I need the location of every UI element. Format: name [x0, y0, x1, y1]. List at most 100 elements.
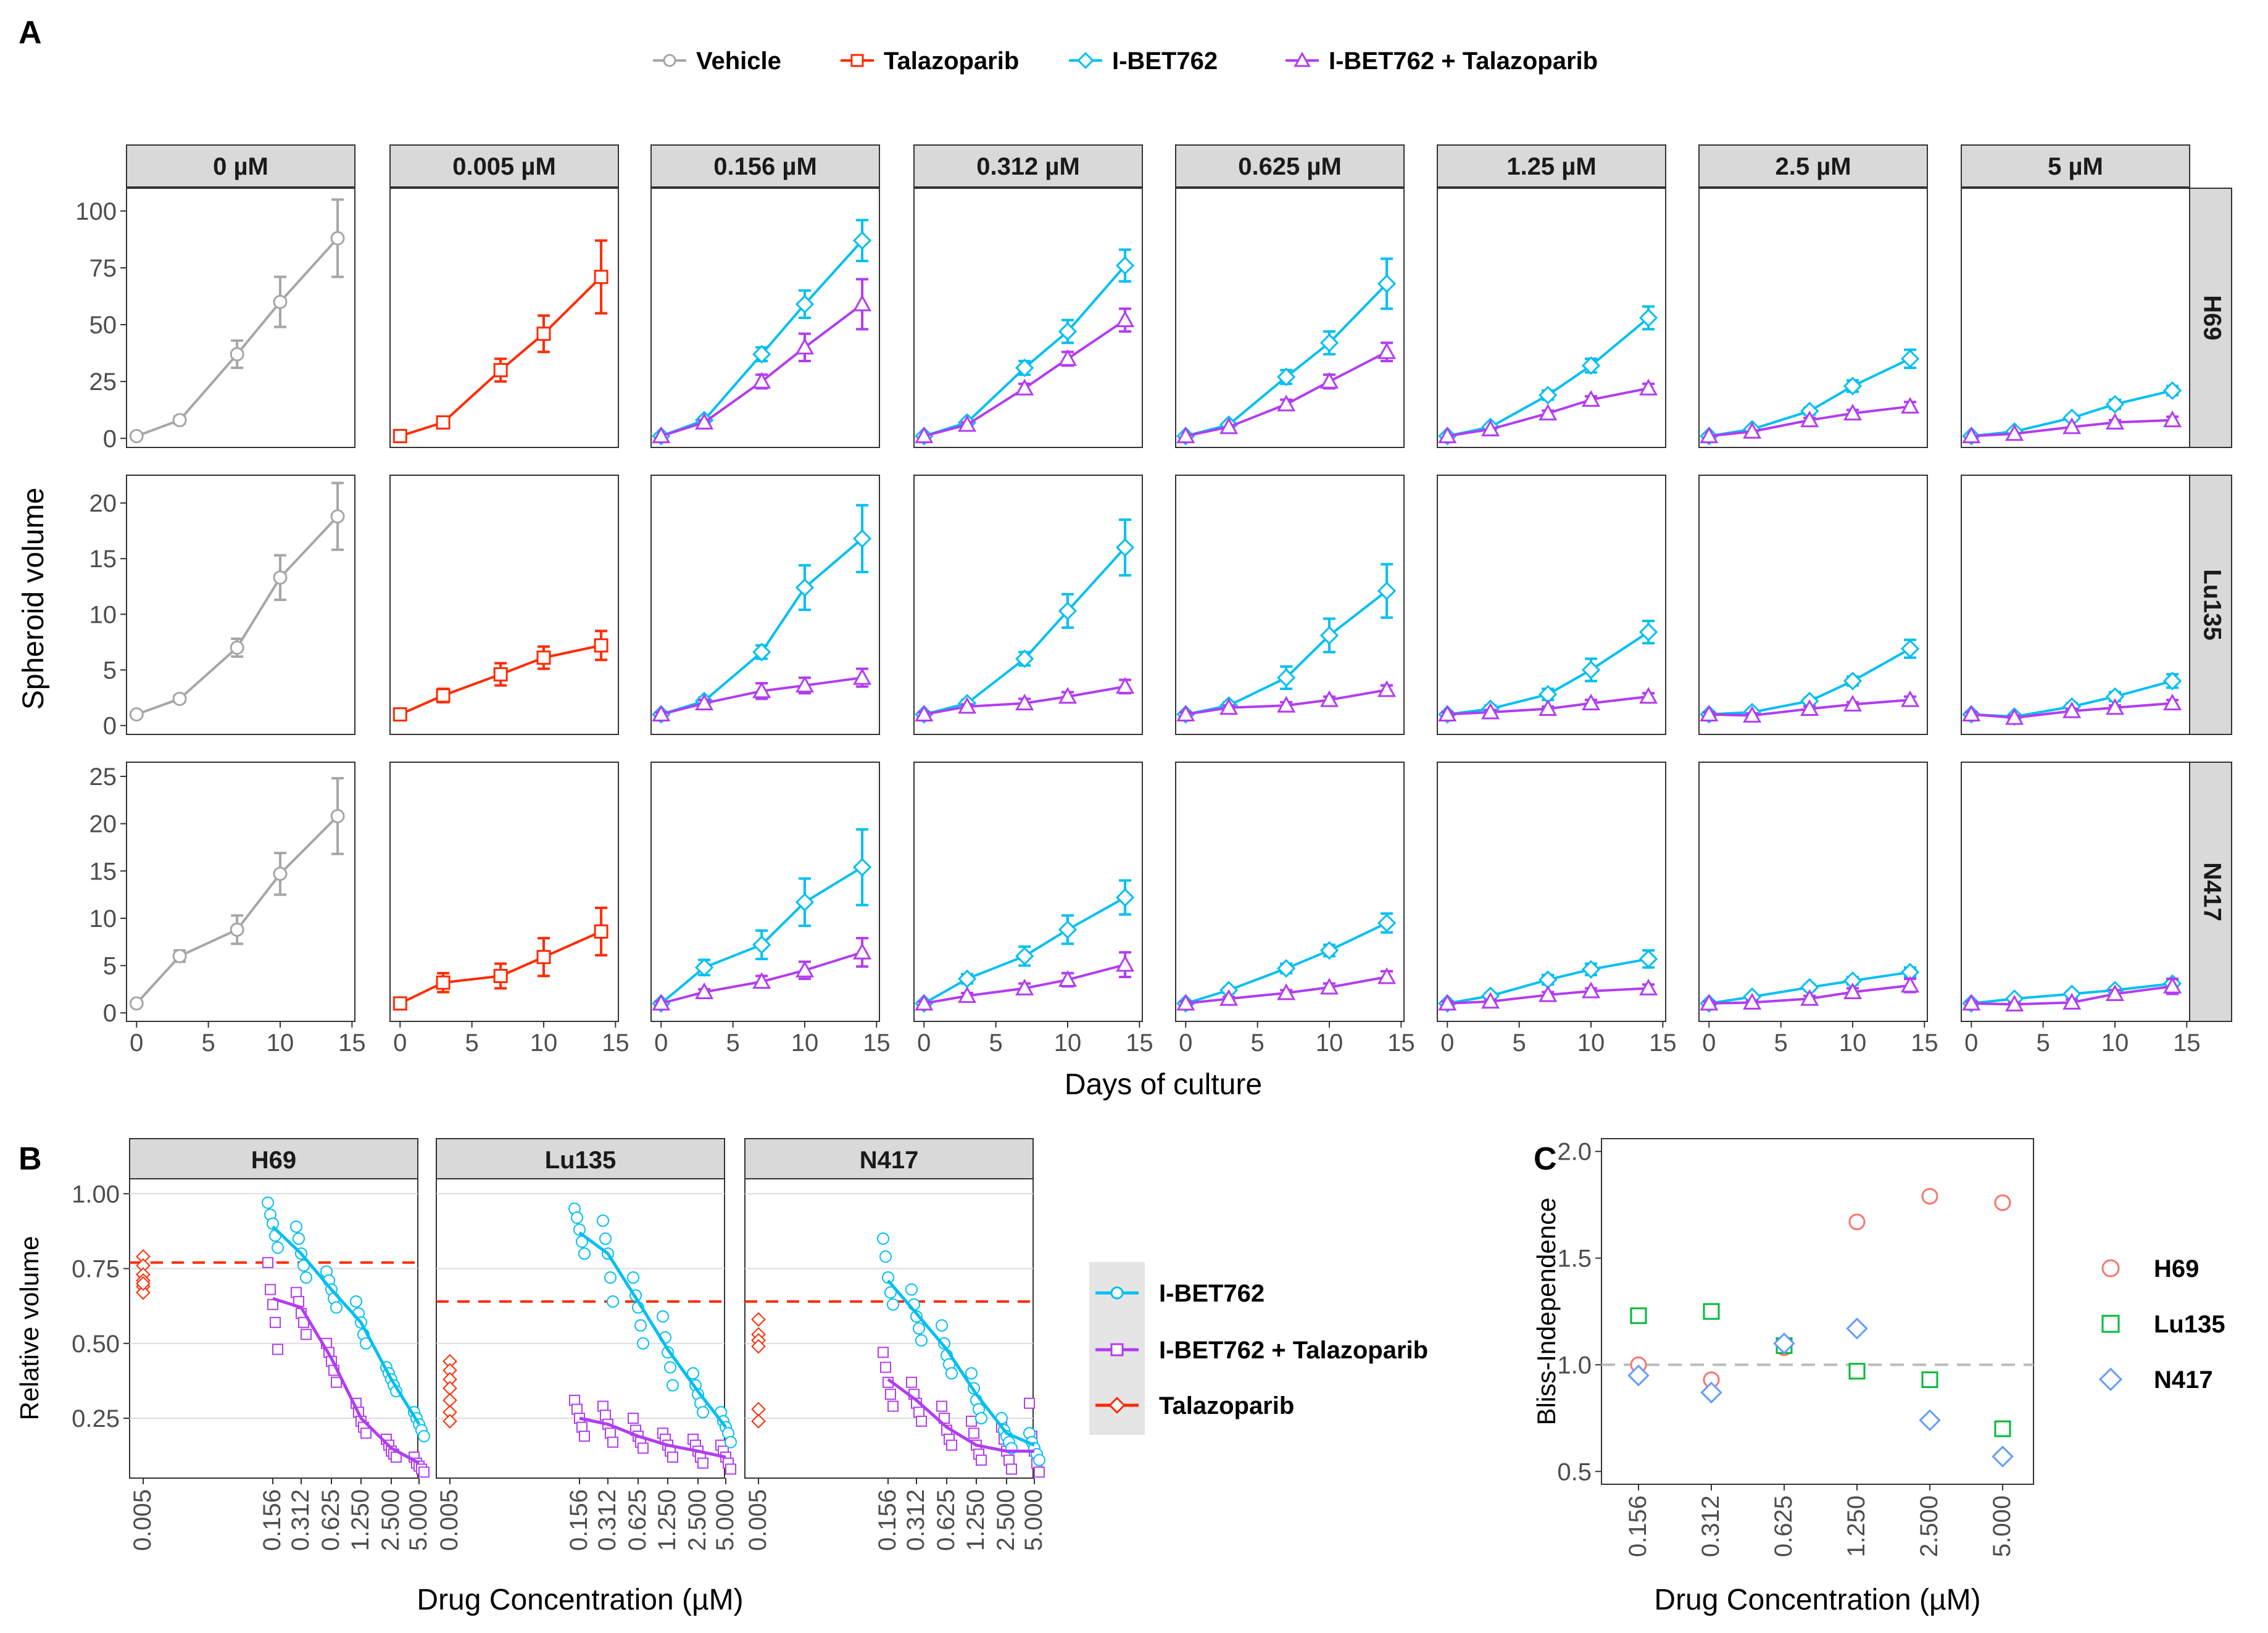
ibet-point	[293, 1232, 305, 1245]
ibet-point	[607, 1295, 619, 1308]
y-tick-label: 1.5	[1557, 1245, 1592, 1273]
x-tick-label: 5.000	[712, 1489, 739, 1551]
panel-border	[913, 762, 1143, 1022]
data-point	[1319, 333, 1339, 352]
combo-trend-line	[272, 1297, 420, 1465]
ibet-point	[657, 1310, 669, 1323]
data-point	[2062, 992, 2082, 1010]
data-point	[795, 960, 815, 978]
talazoparib-point	[442, 1414, 457, 1429]
data-point	[1900, 349, 1920, 368]
data-point	[1219, 417, 1239, 434]
bliss-point	[1627, 1364, 1650, 1387]
x-tick-label: 2.500	[992, 1489, 1020, 1551]
x-tick-label: 5	[1774, 1029, 1788, 1057]
legend-marker	[663, 54, 676, 67]
ibet-point	[272, 1241, 284, 1254]
combo-point	[579, 1431, 590, 1442]
x-tick-label: 2.500	[1916, 1495, 1943, 1557]
facet-strip	[1698, 144, 1928, 188]
data-point	[1962, 994, 1981, 1011]
data-point	[1900, 639, 1920, 659]
data-point	[795, 676, 815, 693]
ibet-point	[573, 1223, 586, 1236]
ibet-point	[350, 1295, 362, 1308]
data-point	[795, 338, 815, 355]
row-strip	[2189, 188, 2232, 448]
bliss-point	[1700, 1381, 1722, 1404]
talazoparib-point	[751, 1339, 766, 1354]
x-tick-label: 5	[1251, 1029, 1265, 1057]
y-tick-label: 5	[103, 953, 117, 980]
facet-panel	[913, 762, 1143, 1022]
x-tick-label: 5	[989, 1029, 1003, 1057]
data-point	[172, 413, 187, 428]
data-point	[1319, 941, 1339, 960]
data-point	[1015, 378, 1034, 396]
combo-point	[360, 1427, 372, 1439]
data-point	[1058, 920, 1078, 939]
data-point	[1962, 704, 1981, 722]
data-point	[1843, 694, 1863, 712]
facet-strip-label: 0.005 µM	[452, 153, 556, 180]
bliss-point	[1992, 1445, 2014, 1468]
talazoparib-point	[136, 1276, 151, 1291]
x-tick-label: 0	[1179, 1029, 1192, 1057]
data-point	[230, 922, 244, 937]
data-point	[1800, 989, 1819, 1006]
data-point	[2162, 671, 2182, 691]
panel-border	[1961, 188, 2190, 448]
facet-panel	[436, 1178, 737, 1479]
data-point	[1377, 967, 1397, 984]
ibet-trend-line	[887, 1279, 1035, 1447]
legend-marker	[1294, 51, 1311, 67]
ibet-point	[725, 1436, 737, 1448]
facet-panel	[1698, 475, 1928, 735]
facet-strip-label: H69	[251, 1147, 296, 1174]
ibet-point	[687, 1367, 699, 1380]
data-point	[1581, 693, 1601, 711]
row-strip-label: N417	[2198, 862, 2225, 921]
data-point	[2005, 424, 2024, 441]
panel-label-c: C	[1534, 1141, 1557, 1177]
data-point	[594, 638, 609, 653]
facet-panel	[913, 475, 1143, 735]
data-point	[1639, 978, 1658, 995]
data-point	[594, 270, 609, 285]
data-point	[853, 668, 872, 685]
facet-panel	[1437, 762, 1666, 1022]
data-point	[752, 972, 771, 989]
data-point	[752, 372, 771, 389]
data-point	[915, 994, 934, 1011]
legend-label: I-BET762 + Talazoparib	[1159, 1337, 1428, 1364]
facet-panel	[1175, 762, 1405, 1022]
data-point	[1581, 960, 1601, 979]
bliss-point	[1703, 1303, 1720, 1320]
data-point	[1176, 704, 1195, 722]
bliss-point	[1921, 1371, 1938, 1389]
facet-strip-label: N417	[860, 1147, 919, 1174]
combo-point	[916, 1415, 927, 1427]
combo-point	[418, 1466, 430, 1478]
x-tick-label: 0.312	[287, 1489, 314, 1551]
data-point	[1800, 410, 1819, 428]
x-tick-label: 0.312	[594, 1489, 621, 1551]
panel-label-a: A	[19, 15, 42, 51]
talazoparib-point	[751, 1414, 766, 1429]
data-point	[1058, 687, 1078, 704]
combo-point	[976, 1454, 987, 1466]
data-point	[393, 707, 407, 722]
panel-border	[1437, 188, 1666, 448]
panel-border	[126, 188, 355, 448]
y-tick-label: 15	[89, 546, 117, 573]
combo-point	[878, 1347, 889, 1358]
bliss-point	[1919, 1409, 1941, 1432]
data-point	[915, 704, 934, 722]
data-point	[1901, 690, 1920, 707]
data-point	[1438, 704, 1457, 722]
y-tick-label: 10	[89, 905, 117, 933]
ibet-point	[267, 1217, 279, 1230]
combo-trend-line	[579, 1416, 726, 1459]
combo-point	[628, 1413, 639, 1424]
bliss-point	[1846, 1317, 1868, 1340]
